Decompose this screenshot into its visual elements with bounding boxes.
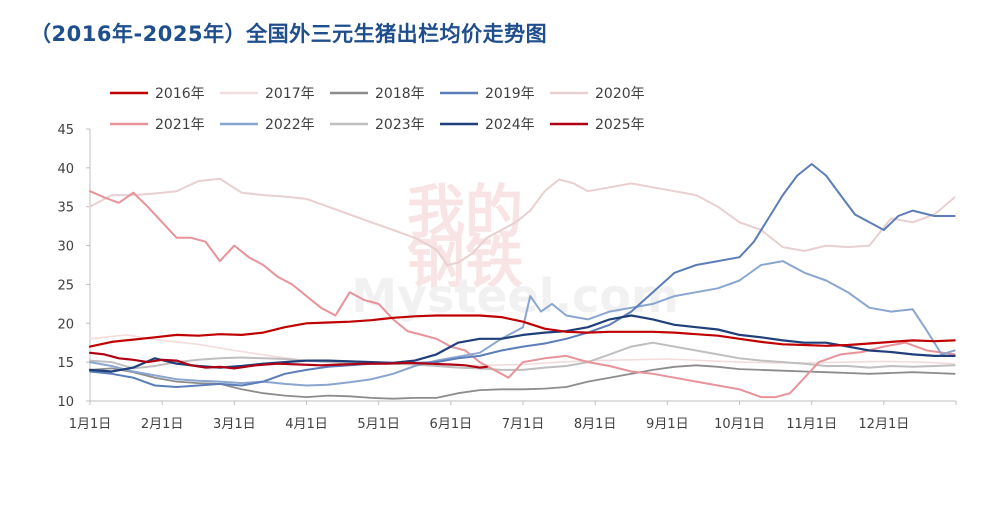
legend-label-2020: 2020年 [595,86,645,102]
y-tick-label: 10 [57,395,74,410]
x-tick-label: 7月1日 [502,417,545,432]
y-tick-label: 15 [57,356,74,371]
chart-legend: 2016年 2017年 2018年 2019年 2020年 2021年 2022年 2023年… [110,86,645,133]
y-tick-label: 20 [57,317,74,332]
legend-label-2024: 2024年 [485,117,535,133]
watermark-text-bottom: 钢铁 [407,228,523,296]
legend-label-2022: 2022年 [265,117,315,133]
series-line-2016 [88,314,956,348]
x-tick-label: 8月1日 [574,417,617,432]
x-tick-label: 6月1日 [430,417,473,432]
x-tick-label: 1月1日 [69,417,112,432]
series-line-2018 [89,364,956,400]
legend-label-2017: 2017年 [265,86,315,102]
legend-label-2016: 2016年 [155,86,205,102]
y-tick-label: 25 [57,278,74,293]
legend-label-2019: 2019年 [485,86,535,102]
chart-series [88,163,956,400]
legend-label-2023: 2023年 [375,117,425,133]
series-line-2021 [89,190,956,399]
series-line-2017 [89,334,956,367]
y-tick-label: 40 [57,162,74,177]
watermark-text-latin: Mysteel.com [351,269,679,323]
x-tick-label: 4月1日 [285,417,328,432]
series-line-2022 [89,260,956,387]
y-tick-label: 30 [57,240,74,255]
x-tick-label: 9月1日 [646,417,689,432]
x-tick-label: 3月1日 [213,417,256,432]
x-tick-label: 12月1日 [858,417,909,432]
series-line-2019 [89,163,956,388]
series-line-2023 [89,341,956,371]
series-line-2024 [88,314,956,373]
y-tick-label: 45 [57,123,74,138]
legend-label-2025: 2025年 [595,117,645,133]
watermark-text-top: 我的 [407,178,523,246]
chart-title: （2016年-2025年）全国外三元生猪出栏均价走势图 [30,22,548,46]
series-line-2020 [89,177,956,266]
x-tick-label: 10月1日 [714,417,765,432]
mysteel-watermark: 我的 钢铁 Mysteel.com [351,178,679,323]
legend-label-2018: 2018年 [375,86,425,102]
y-tick-label: 35 [57,201,74,216]
x-tick-label: 2月1日 [141,417,184,432]
x-tick-label: 11月1日 [786,417,837,432]
x-tick-label: 5月1日 [357,417,400,432]
chart-axes: 10 15 20 25 30 35 40 45 1月1日 2月1日 3月1日 4月1日 5月1日 6月1日… [57,123,957,432]
series-line-2025 [88,351,488,370]
legend-label-2021: 2021年 [155,117,205,133]
